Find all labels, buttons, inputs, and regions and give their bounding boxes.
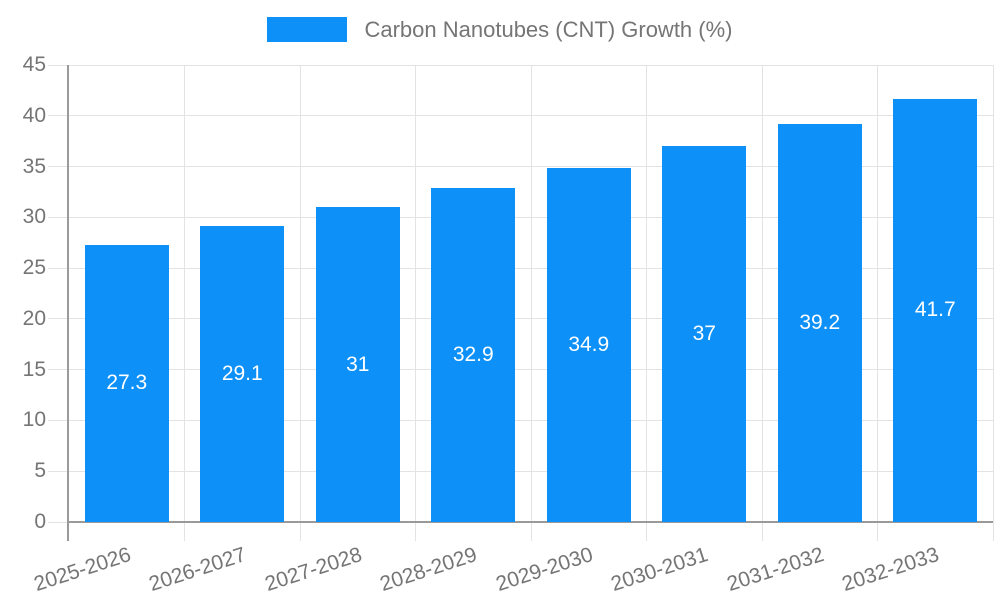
x-gridline — [299, 65, 301, 541]
x-axis-label: 2029-2030 — [492, 543, 596, 596]
bar-value-label: 41.7 — [914, 298, 956, 322]
x-gridline — [761, 65, 763, 541]
bar-value-label: 29.1 — [221, 362, 263, 386]
y-axis-label: 20 — [22, 306, 46, 330]
y-axis-label: 10 — [22, 408, 46, 432]
y-axis-label: 0 — [34, 510, 46, 533]
y-axis-label: 40 — [22, 103, 46, 127]
bar-value-label: 39.2 — [799, 310, 841, 334]
y-axis-label: 25 — [22, 256, 46, 280]
y-axis-label: 35 — [22, 154, 46, 178]
bar-value-label: 37 — [692, 322, 716, 346]
bar-value-label: 27.3 — [106, 371, 148, 395]
y-gridline — [48, 267, 993, 269]
x-gridline — [877, 65, 878, 541]
chart-legend[interactable]: Carbon Nanotubes (CNT) Growth (%) — [0, 17, 1000, 42]
bar: 39.2 — [777, 123, 862, 522]
x-gridline — [992, 65, 994, 541]
y-axis-line — [67, 65, 69, 541]
x-gridline — [530, 65, 532, 541]
y-gridline — [48, 470, 993, 472]
y-gridline — [48, 64, 993, 66]
bar: 32.9 — [431, 187, 516, 522]
y-axis-label: 45 — [22, 53, 46, 76]
bar-value-label: 34.9 — [568, 332, 610, 356]
x-axis-label: 2027-2028 — [261, 543, 365, 596]
x-axis-label: 2032-2033 — [839, 543, 943, 596]
bar: 37 — [662, 146, 747, 522]
x-gridline — [415, 65, 416, 541]
x-axis-label: 2030-2031 — [608, 543, 712, 596]
y-gridline — [48, 115, 993, 117]
bar: 34.9 — [546, 167, 631, 522]
y-gridline — [48, 166, 993, 168]
x-axis-label: 2028-2029 — [377, 543, 481, 596]
y-axis-label: 30 — [22, 205, 46, 229]
bar-value-label: 31 — [346, 352, 370, 376]
y-gridline — [48, 318, 993, 320]
y-axis-label: 5 — [34, 459, 46, 483]
x-axis-label: 2025-2026 — [30, 543, 134, 596]
x-gridline — [184, 65, 185, 541]
legend-label: Carbon Nanotubes (CNT) Growth (%) — [364, 17, 733, 42]
bar: 27.3 — [84, 244, 169, 522]
y-gridline — [48, 216, 993, 218]
bar: 29.1 — [200, 226, 285, 522]
bar-value-label: 32.9 — [452, 342, 494, 366]
x-gridline — [646, 65, 647, 541]
bar: 41.7 — [893, 98, 978, 522]
x-axis-label: 2026-2027 — [146, 543, 250, 596]
bar: 31 — [315, 207, 400, 522]
legend-swatch-icon — [267, 17, 348, 42]
x-axis-label: 2031-2032 — [723, 543, 827, 596]
y-gridline — [48, 419, 993, 421]
y-gridline — [48, 369, 993, 371]
y-tick — [48, 521, 68, 523]
y-axis-label: 15 — [22, 357, 46, 381]
x-axis-line — [67, 521, 993, 523]
